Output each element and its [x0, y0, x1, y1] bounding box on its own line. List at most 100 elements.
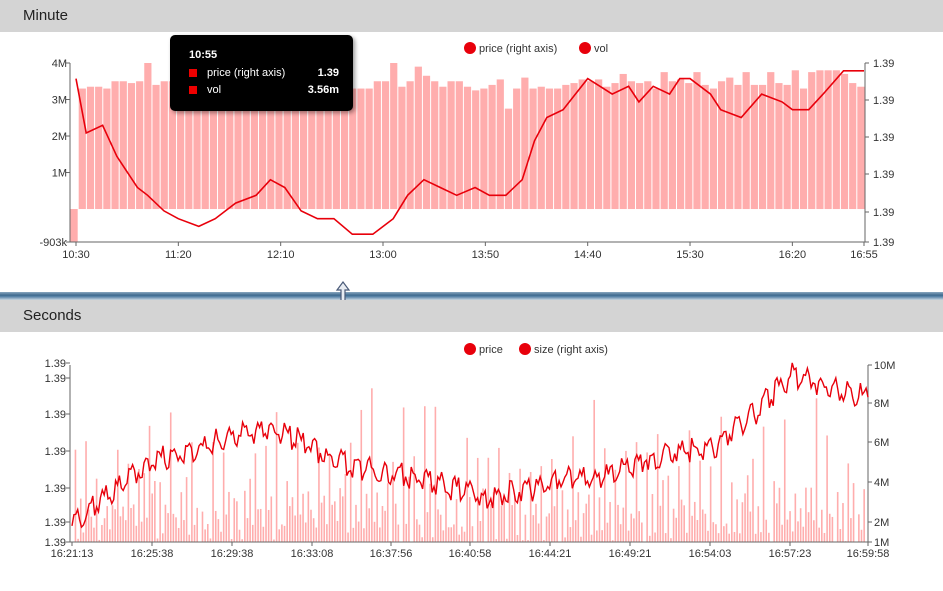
vol-bar: [627, 81, 636, 210]
vol-bar: [78, 88, 86, 210]
size-bar: [527, 540, 529, 542]
size-bar: [124, 520, 127, 542]
vol-bar: [455, 81, 463, 210]
size-bar: [532, 515, 535, 542]
size-bar: [479, 520, 482, 542]
size-bar: [490, 504, 492, 542]
seconds-panel-title: Seconds: [23, 307, 82, 324]
y-left-tick-label: 1.39: [45, 373, 66, 385]
size-bar: [675, 517, 678, 542]
size-bar: [275, 412, 278, 542]
vol-bar: [308, 77, 316, 210]
vol-bar: [513, 88, 521, 210]
size-bar: [553, 506, 556, 542]
size-bar: [569, 527, 572, 542]
vol-bar: [439, 86, 447, 210]
vol-bar: [275, 86, 283, 210]
vol-bar: [595, 79, 603, 210]
size-bar: [768, 532, 770, 542]
vol-bar: [381, 81, 390, 210]
size-bar: [246, 518, 249, 542]
size-bar: [842, 503, 844, 542]
size-bar: [79, 498, 82, 542]
size-bar: [733, 531, 736, 542]
x-tick-label: 16:37:56: [370, 548, 413, 560]
size-bar: [151, 493, 153, 542]
vol-bar: [726, 77, 734, 210]
size-bar: [582, 513, 585, 542]
size-bar: [318, 447, 320, 542]
size-bar: [678, 466, 680, 542]
size-bar: [336, 520, 339, 542]
size-bar: [521, 540, 524, 542]
size-bar: [270, 496, 273, 542]
size-bar: [635, 442, 638, 542]
vol-bar: [545, 88, 554, 210]
vol-bar: [791, 70, 799, 210]
vol-bar: [496, 79, 504, 210]
vol-bar: [209, 79, 218, 210]
size-bar: [220, 531, 222, 542]
size-bar: [405, 523, 408, 542]
size-bar: [206, 524, 209, 542]
size-bar: [686, 532, 688, 542]
tooltip-label-vol: vol: [207, 84, 222, 96]
size-bar: [646, 452, 648, 542]
size-bar: [77, 538, 79, 542]
x-tick-label: 16:55: [850, 249, 878, 261]
y-right-tick-label: 10M: [874, 360, 895, 372]
vol-bar: [398, 86, 406, 210]
x-tick-label: 16:25:38: [131, 548, 174, 560]
size-bar: [715, 524, 717, 542]
y-left-tick-label: 2M: [52, 131, 67, 143]
size-bar: [659, 505, 662, 542]
size-bar: [529, 471, 532, 542]
vol-bar: [603, 86, 611, 210]
vol-bar: [480, 88, 488, 210]
size-bar: [482, 488, 484, 542]
size-bar: [93, 527, 95, 542]
size-bar: [331, 504, 333, 542]
vol-bar: [816, 70, 824, 210]
vol-bar: [504, 108, 513, 210]
legend-label-size: size (right axis): [534, 344, 608, 356]
vol-bar: [578, 79, 586, 210]
size-bar: [265, 445, 267, 542]
x-tick-label: 13:00: [369, 249, 397, 261]
size-bar: [413, 456, 416, 542]
size-bar: [754, 533, 757, 542]
vol-bar: [529, 88, 537, 210]
panel-divider[interactable]: [0, 292, 943, 300]
size-bar: [193, 524, 196, 542]
vol-bar: [676, 79, 685, 210]
size-bar: [98, 539, 101, 542]
size-bar: [752, 458, 754, 542]
size-bar: [116, 449, 119, 542]
size-bar: [625, 450, 627, 542]
size-bar: [794, 493, 797, 542]
size-bar: [805, 487, 807, 542]
tooltip-time: 10:55: [189, 49, 218, 61]
size-bar: [363, 528, 365, 542]
size-bar: [273, 539, 275, 542]
size-bar: [461, 526, 463, 542]
size-bar: [114, 509, 116, 542]
size-bar: [818, 527, 820, 542]
size-bar: [132, 504, 135, 542]
size-bar: [161, 533, 164, 542]
size-bar: [164, 504, 167, 542]
vol-bar: [554, 88, 562, 210]
size-bar: [349, 442, 352, 542]
size-bar: [741, 502, 744, 542]
size-bar: [813, 520, 815, 542]
size-bar: [328, 454, 331, 542]
size-bar: [757, 506, 760, 542]
y-left-tick-label: 1.39: [45, 409, 66, 421]
minute-panel-header: Minute: [0, 0, 943, 32]
size-bar: [847, 463, 850, 542]
size-bar: [810, 487, 813, 542]
x-tick-label: 16:57:23: [769, 548, 812, 560]
size-bar: [426, 512, 429, 542]
y-right-tick-label: 4M: [874, 477, 889, 489]
size-bar: [394, 503, 397, 542]
